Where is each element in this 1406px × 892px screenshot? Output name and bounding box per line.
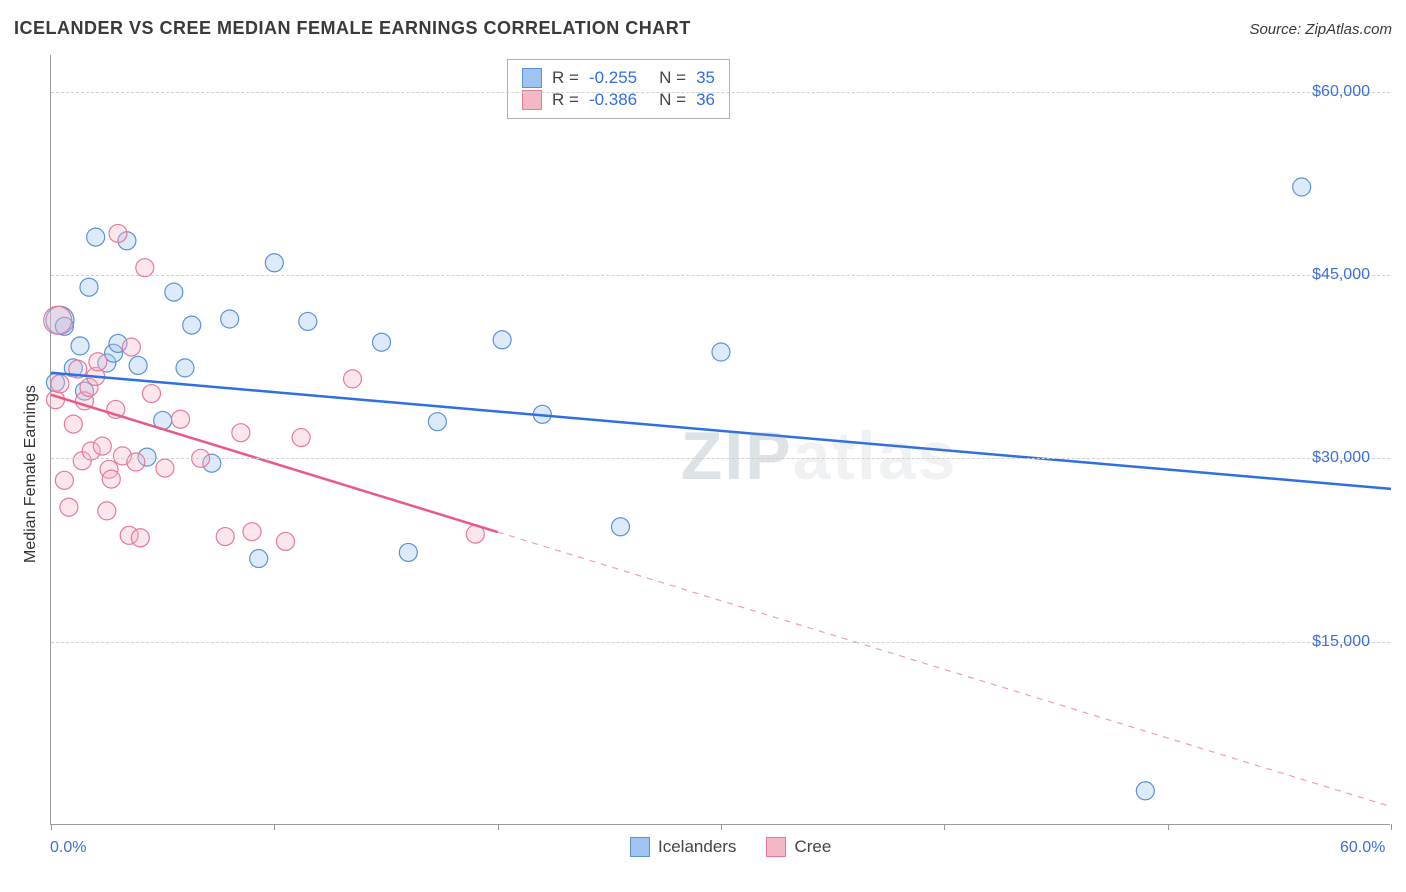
scatter-point (46, 391, 64, 409)
scatter-point (493, 331, 511, 349)
plot-area: ZIPatlas R = -0.255N = 35R = -0.386N = 3… (50, 55, 1390, 825)
chart-title: ICELANDER VS CREE MEDIAN FEMALE EARNINGS… (14, 18, 691, 39)
scatter-point (299, 312, 317, 330)
series-swatch (630, 837, 650, 857)
scatter-point (172, 410, 190, 428)
legend-label: Icelanders (658, 837, 736, 857)
scatter-point (109, 224, 127, 242)
series-legend: Icelanders Cree (630, 837, 831, 857)
x-tick (51, 824, 52, 830)
scatter-point (265, 254, 283, 272)
stat-n-label: N = (659, 90, 686, 110)
scatter-point (127, 453, 145, 471)
stat-r-label: R = (552, 68, 579, 88)
stat-n-value: 35 (696, 68, 715, 88)
x-tick (498, 824, 499, 830)
trend-line-extrapolated (498, 532, 1391, 807)
y-axis-label: Median Female Earnings (22, 385, 40, 563)
stat-n-value: 36 (696, 90, 715, 110)
scatter-point (183, 316, 201, 334)
stat-n-label: N = (659, 68, 686, 88)
scatter-point (277, 532, 295, 550)
scatter-point (87, 228, 105, 246)
stat-r-label: R = (552, 90, 579, 110)
scatter-point (93, 437, 111, 455)
gridline (51, 92, 1390, 93)
gridline (51, 458, 1390, 459)
scatter-point (165, 283, 183, 301)
stats-row: R = -0.386 N = 36 (522, 90, 715, 110)
legend-label: Cree (794, 837, 831, 857)
chart-svg (51, 55, 1391, 825)
series-swatch (522, 90, 542, 110)
scatter-point (80, 278, 98, 296)
scatter-point (89, 353, 107, 371)
y-tick-label: $30,000 (1312, 449, 1370, 467)
scatter-point (64, 415, 82, 433)
x-axis-max-label: 60.0% (1340, 839, 1385, 857)
scatter-point (156, 459, 174, 477)
scatter-point (612, 518, 630, 536)
series-swatch (766, 837, 786, 857)
scatter-point (428, 413, 446, 431)
scatter-point (143, 385, 161, 403)
scatter-point (399, 543, 417, 561)
scatter-point (44, 306, 72, 334)
correlation-stats-box: R = -0.255 N = 35 R = -0.386 N = 36 (507, 59, 730, 119)
legend-item: Cree (766, 837, 831, 857)
y-tick-label: $45,000 (1312, 266, 1370, 284)
scatter-point (221, 310, 239, 328)
scatter-point (131, 529, 149, 547)
scatter-point (712, 343, 730, 361)
scatter-point (1293, 178, 1311, 196)
scatter-point (243, 523, 261, 541)
x-tick (721, 824, 722, 830)
stat-r-value: -0.386 (589, 90, 637, 110)
x-tick (944, 824, 945, 830)
chart-header: ICELANDER VS CREE MEDIAN FEMALE EARNINGS… (14, 18, 1392, 39)
trend-line (51, 373, 1391, 489)
scatter-point (1136, 782, 1154, 800)
scatter-point (136, 259, 154, 277)
scatter-point (216, 528, 234, 546)
stat-r-value: -0.255 (589, 68, 637, 88)
scatter-point (176, 359, 194, 377)
scatter-point (71, 337, 89, 355)
scatter-point (60, 498, 78, 516)
scatter-point (98, 502, 116, 520)
y-tick-label: $60,000 (1312, 83, 1370, 101)
gridline (51, 275, 1390, 276)
source-label: Source: ZipAtlas.com (1249, 21, 1392, 38)
scatter-point (51, 375, 69, 393)
scatter-point (292, 429, 310, 447)
x-tick (1168, 824, 1169, 830)
scatter-point (102, 470, 120, 488)
scatter-point (129, 356, 147, 374)
y-tick-label: $15,000 (1312, 633, 1370, 651)
scatter-point (122, 338, 140, 356)
gridline (51, 642, 1390, 643)
x-tick (274, 824, 275, 830)
scatter-point (344, 370, 362, 388)
x-tick (1391, 824, 1392, 830)
scatter-point (232, 424, 250, 442)
x-axis-min-label: 0.0% (50, 839, 86, 857)
legend-item: Icelanders (630, 837, 736, 857)
scatter-point (373, 333, 391, 351)
scatter-point (250, 550, 268, 568)
series-swatch (522, 68, 542, 88)
scatter-point (55, 471, 73, 489)
stats-row: R = -0.255 N = 35 (522, 68, 715, 88)
